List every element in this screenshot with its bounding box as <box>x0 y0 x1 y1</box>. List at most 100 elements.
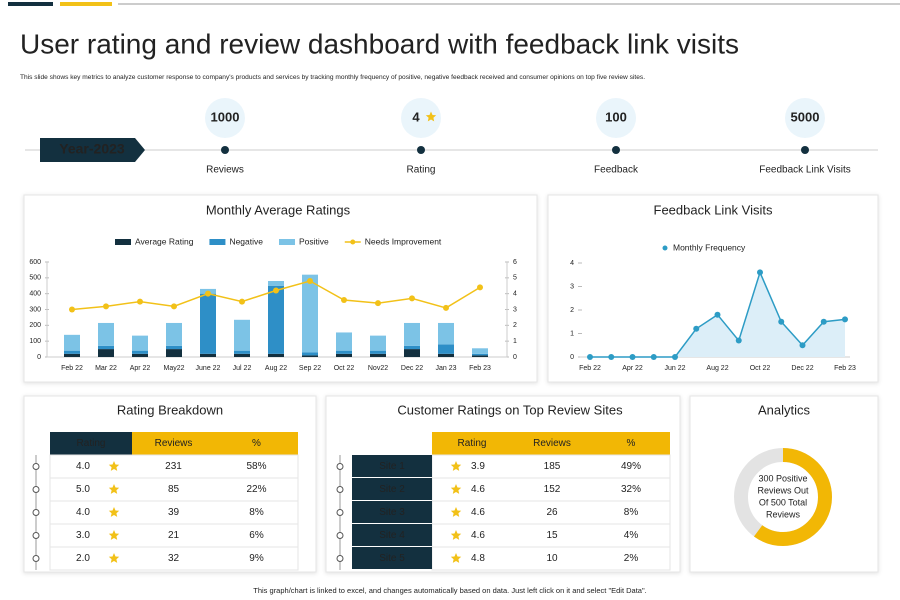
bar-segment <box>336 332 352 351</box>
bar-segment <box>234 319 250 351</box>
panel-title: Customer Ratings on Top Review Sites <box>397 402 623 417</box>
donut-label: Of 500 Total <box>759 497 807 507</box>
legend-swatch <box>662 245 668 251</box>
bar-segment <box>132 353 148 357</box>
table-cell: 2.0 <box>76 553 90 564</box>
table-cell: Site 1 <box>379 461 405 472</box>
kpi-label: Feedback <box>594 165 639 176</box>
bar-segment <box>404 345 420 350</box>
x-tick-label: Feb 23 <box>469 365 491 372</box>
table-cell: 5.0 <box>76 484 90 495</box>
table-header: Rating <box>77 438 106 449</box>
kpi-bubble <box>401 98 441 138</box>
table-cell: Site 5 <box>379 553 405 564</box>
kpi-bubble <box>596 98 636 138</box>
legend-label: Negative <box>229 236 263 246</box>
y-tick-label: 0 <box>570 354 574 361</box>
kpi-dot <box>612 146 620 154</box>
bar-segment <box>64 353 80 357</box>
table-cell: 4.6 <box>471 507 485 518</box>
star-icon <box>450 530 462 540</box>
site-cell <box>352 478 432 500</box>
x-tick-label: Apr 22 <box>130 365 151 372</box>
legend-label: Average Rating <box>135 236 194 246</box>
site-cell <box>352 524 432 546</box>
bar-segment <box>268 281 284 286</box>
line-point <box>375 300 381 307</box>
bar-segment <box>472 355 488 357</box>
bar-segment <box>268 353 284 357</box>
star-icon <box>108 461 120 471</box>
line-point <box>409 295 415 302</box>
bar-segment <box>370 335 386 351</box>
kpi-label: Feedback Link Visits <box>759 165 851 176</box>
line-point <box>69 306 75 313</box>
bar-segment <box>302 355 318 357</box>
star-icon <box>450 484 462 494</box>
kpi-bubble <box>205 98 245 138</box>
x-tick-label: Feb 23 <box>834 365 856 372</box>
table-cell: Site 4 <box>379 530 405 541</box>
line-point <box>341 297 347 303</box>
kpi-value: 1000 <box>211 109 240 124</box>
line-point <box>608 354 615 360</box>
legend-label: Positive <box>299 236 329 246</box>
kpi-label: Reviews <box>206 165 244 176</box>
y-tick-label: 3 <box>570 283 574 290</box>
bullet <box>32 509 40 516</box>
table-cell: 58% <box>246 461 266 472</box>
bar-segment <box>336 353 352 357</box>
legend-swatch <box>350 239 356 245</box>
panel-title: Rating Breakdown <box>117 402 223 417</box>
y-tick-label: 1 <box>570 330 574 337</box>
table-row <box>49 546 299 571</box>
bar-segment <box>302 274 318 353</box>
star-icon <box>108 553 120 563</box>
bar-segment <box>336 350 352 354</box>
bar-segment <box>438 322 454 345</box>
y2-tick-label: 6 <box>513 259 517 266</box>
legend-label: Monthly Frequency <box>673 242 746 252</box>
table-cell: Site 2 <box>379 484 405 495</box>
table-header-cell <box>432 432 512 455</box>
table-header: Rating <box>458 438 487 449</box>
x-tick-label: Sep 22 <box>299 365 321 372</box>
legend-swatch <box>115 239 131 245</box>
x-tick-label: Oct 22 <box>334 365 355 372</box>
panel-title: Analytics <box>758 402 811 417</box>
y-tick-label: 600 <box>29 259 41 266</box>
star-icon <box>450 507 462 517</box>
x-tick-label: Jun 22 <box>664 365 685 372</box>
line-point <box>239 298 245 305</box>
table-cell: 32% <box>621 484 641 495</box>
line-point <box>693 325 700 332</box>
x-tick-label: Jul 22 <box>233 365 252 372</box>
x-tick-label: Feb 22 <box>579 365 601 372</box>
kpi-value: 4 <box>412 109 420 124</box>
table-cell: 4.6 <box>471 530 485 541</box>
line-point <box>820 318 827 325</box>
bar-segment <box>98 322 114 346</box>
table-cell: 152 <box>544 484 561 495</box>
bar-segment <box>64 334 80 351</box>
table-cell: 21 <box>168 530 180 541</box>
y-tick-label: 300 <box>29 306 41 313</box>
y2-tick-label: 5 <box>513 275 517 282</box>
table-cell: 9% <box>249 553 264 564</box>
table-cell: 4% <box>624 530 639 541</box>
line-point <box>672 354 678 360</box>
y-tick-label: 100 <box>29 338 41 345</box>
y2-tick-label: 2 <box>513 322 517 329</box>
bar-segment <box>98 345 114 350</box>
x-tick-label: June 22 <box>196 365 221 372</box>
page-subtitle: This slide shows key metrics to analyze … <box>20 74 645 81</box>
x-tick-label: May22 <box>163 365 184 372</box>
bar-segment <box>404 349 420 357</box>
table-header: % <box>252 438 261 449</box>
x-tick-label: Aug 22 <box>706 365 728 372</box>
deco-bar <box>60 2 112 6</box>
site-cell <box>352 501 432 523</box>
bullet <box>336 532 344 539</box>
star-icon <box>425 111 437 122</box>
legend-label: Needs Improvement <box>365 236 442 246</box>
